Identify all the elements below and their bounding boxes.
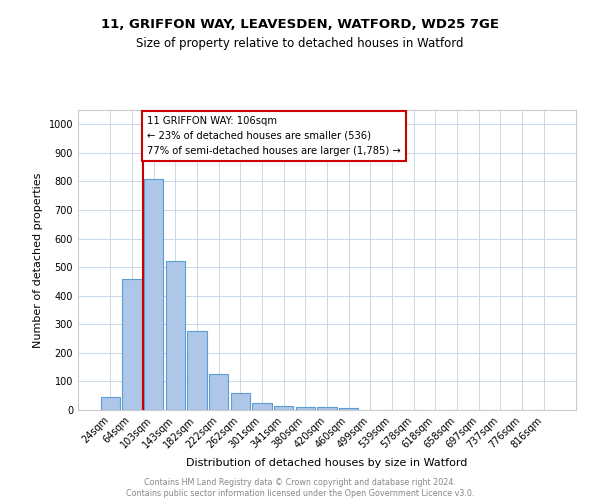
Text: 11 GRIFFON WAY: 106sqm
← 23% of detached houses are smaller (536)
77% of semi-de: 11 GRIFFON WAY: 106sqm ← 23% of detached… — [147, 116, 401, 156]
Bar — [122, 278, 142, 410]
Bar — [144, 178, 163, 410]
Bar — [101, 397, 120, 410]
X-axis label: Distribution of detached houses by size in Watford: Distribution of detached houses by size … — [187, 458, 467, 468]
Text: Contains HM Land Registry data © Crown copyright and database right 2024.
Contai: Contains HM Land Registry data © Crown c… — [126, 478, 474, 498]
Bar — [166, 262, 185, 410]
Bar — [317, 406, 337, 410]
Bar — [230, 394, 250, 410]
Bar — [274, 406, 293, 410]
Y-axis label: Number of detached properties: Number of detached properties — [33, 172, 43, 348]
Text: Size of property relative to detached houses in Watford: Size of property relative to detached ho… — [136, 38, 464, 51]
Text: 11, GRIFFON WAY, LEAVESDEN, WATFORD, WD25 7GE: 11, GRIFFON WAY, LEAVESDEN, WATFORD, WD2… — [101, 18, 499, 30]
Bar — [339, 408, 358, 410]
Bar — [296, 406, 315, 410]
Bar — [209, 374, 229, 410]
Bar — [187, 332, 207, 410]
Bar — [252, 403, 272, 410]
